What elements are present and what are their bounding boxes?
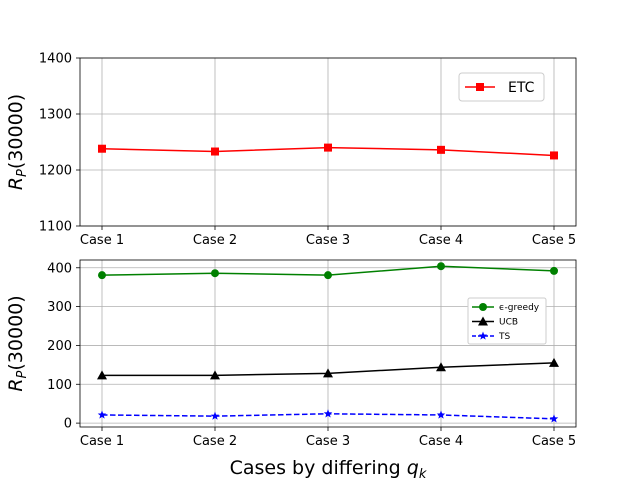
legend-label-ETC: ETC <box>508 80 535 96</box>
legend-label-ϵ-greedy: ϵ-greedy <box>499 303 540 313</box>
data-point-UCB <box>323 368 333 378</box>
y-tick-label-2: 200 <box>47 339 72 354</box>
legend-label-TS: TS <box>498 332 510 342</box>
data-point-ETC <box>550 151 558 160</box>
y-tick-label-2: 300 <box>47 300 72 315</box>
data-point-ETC <box>211 147 219 156</box>
data-point-ϵ-greedy <box>550 266 558 275</box>
data-point-TS <box>436 410 446 419</box>
data-point-TS <box>97 410 107 419</box>
legend-box-2 <box>467 297 547 345</box>
x-tick-label-2: Case 3 <box>306 434 350 449</box>
x-tick-label-1: Case 1 <box>80 233 124 248</box>
y-tick-label-2: 400 <box>47 261 72 276</box>
legend-marker-UCB <box>478 316 488 326</box>
x-tick-label-2: Case 2 <box>193 434 237 449</box>
y-axis-label-2: RP(30000) <box>5 295 30 391</box>
data-point-ϵ-greedy <box>211 269 219 278</box>
data-point-TS <box>210 411 220 420</box>
y-tick-label-2: 0 <box>64 417 72 432</box>
y-tick-label-2: 100 <box>47 378 72 393</box>
data-point-ETC <box>324 143 332 152</box>
y-tick-label-1: 1300 <box>39 108 72 123</box>
data-point-UCB <box>97 370 107 380</box>
y-tick-label-1: 1200 <box>39 164 72 179</box>
x-tick-label-1: Case 5 <box>532 233 576 248</box>
x-axis-label: Cases by differing qk <box>230 457 427 480</box>
x-tick-label-2: Case 5 <box>532 434 576 449</box>
data-point-TS <box>323 409 333 418</box>
data-point-UCB <box>549 357 559 367</box>
legend-label-UCB: UCB <box>499 318 518 328</box>
data-point-ϵ-greedy <box>98 271 106 280</box>
legend-marker-ϵ-greedy <box>479 303 487 311</box>
data-point-UCB <box>436 362 446 372</box>
x-tick-label-2: Case 4 <box>419 434 463 449</box>
data-point-ETC <box>98 144 106 153</box>
plot-frame-2 <box>79 259 577 428</box>
x-tick-label-2: Case 1 <box>80 434 124 449</box>
data-point-ETC <box>437 145 445 154</box>
x-tick-label-1: Case 4 <box>419 233 463 248</box>
data-point-ϵ-greedy <box>324 271 332 280</box>
data-point-UCB <box>210 370 220 380</box>
data-point-TS <box>549 414 559 423</box>
plot-frame-1 <box>79 57 577 227</box>
legend-marker-ETC <box>476 83 484 91</box>
y-tick-label-1: 1400 <box>39 52 72 67</box>
data-point-ϵ-greedy <box>437 262 445 271</box>
y-axis-label-1: RP(30000) <box>5 94 30 190</box>
y-tick-label-1: 1100 <box>39 220 72 235</box>
x-tick-label-1: Case 2 <box>193 233 237 248</box>
x-tick-label-1: Case 3 <box>306 233 350 248</box>
legend-marker-TS <box>478 331 488 340</box>
legend-box-1 <box>458 72 545 102</box>
